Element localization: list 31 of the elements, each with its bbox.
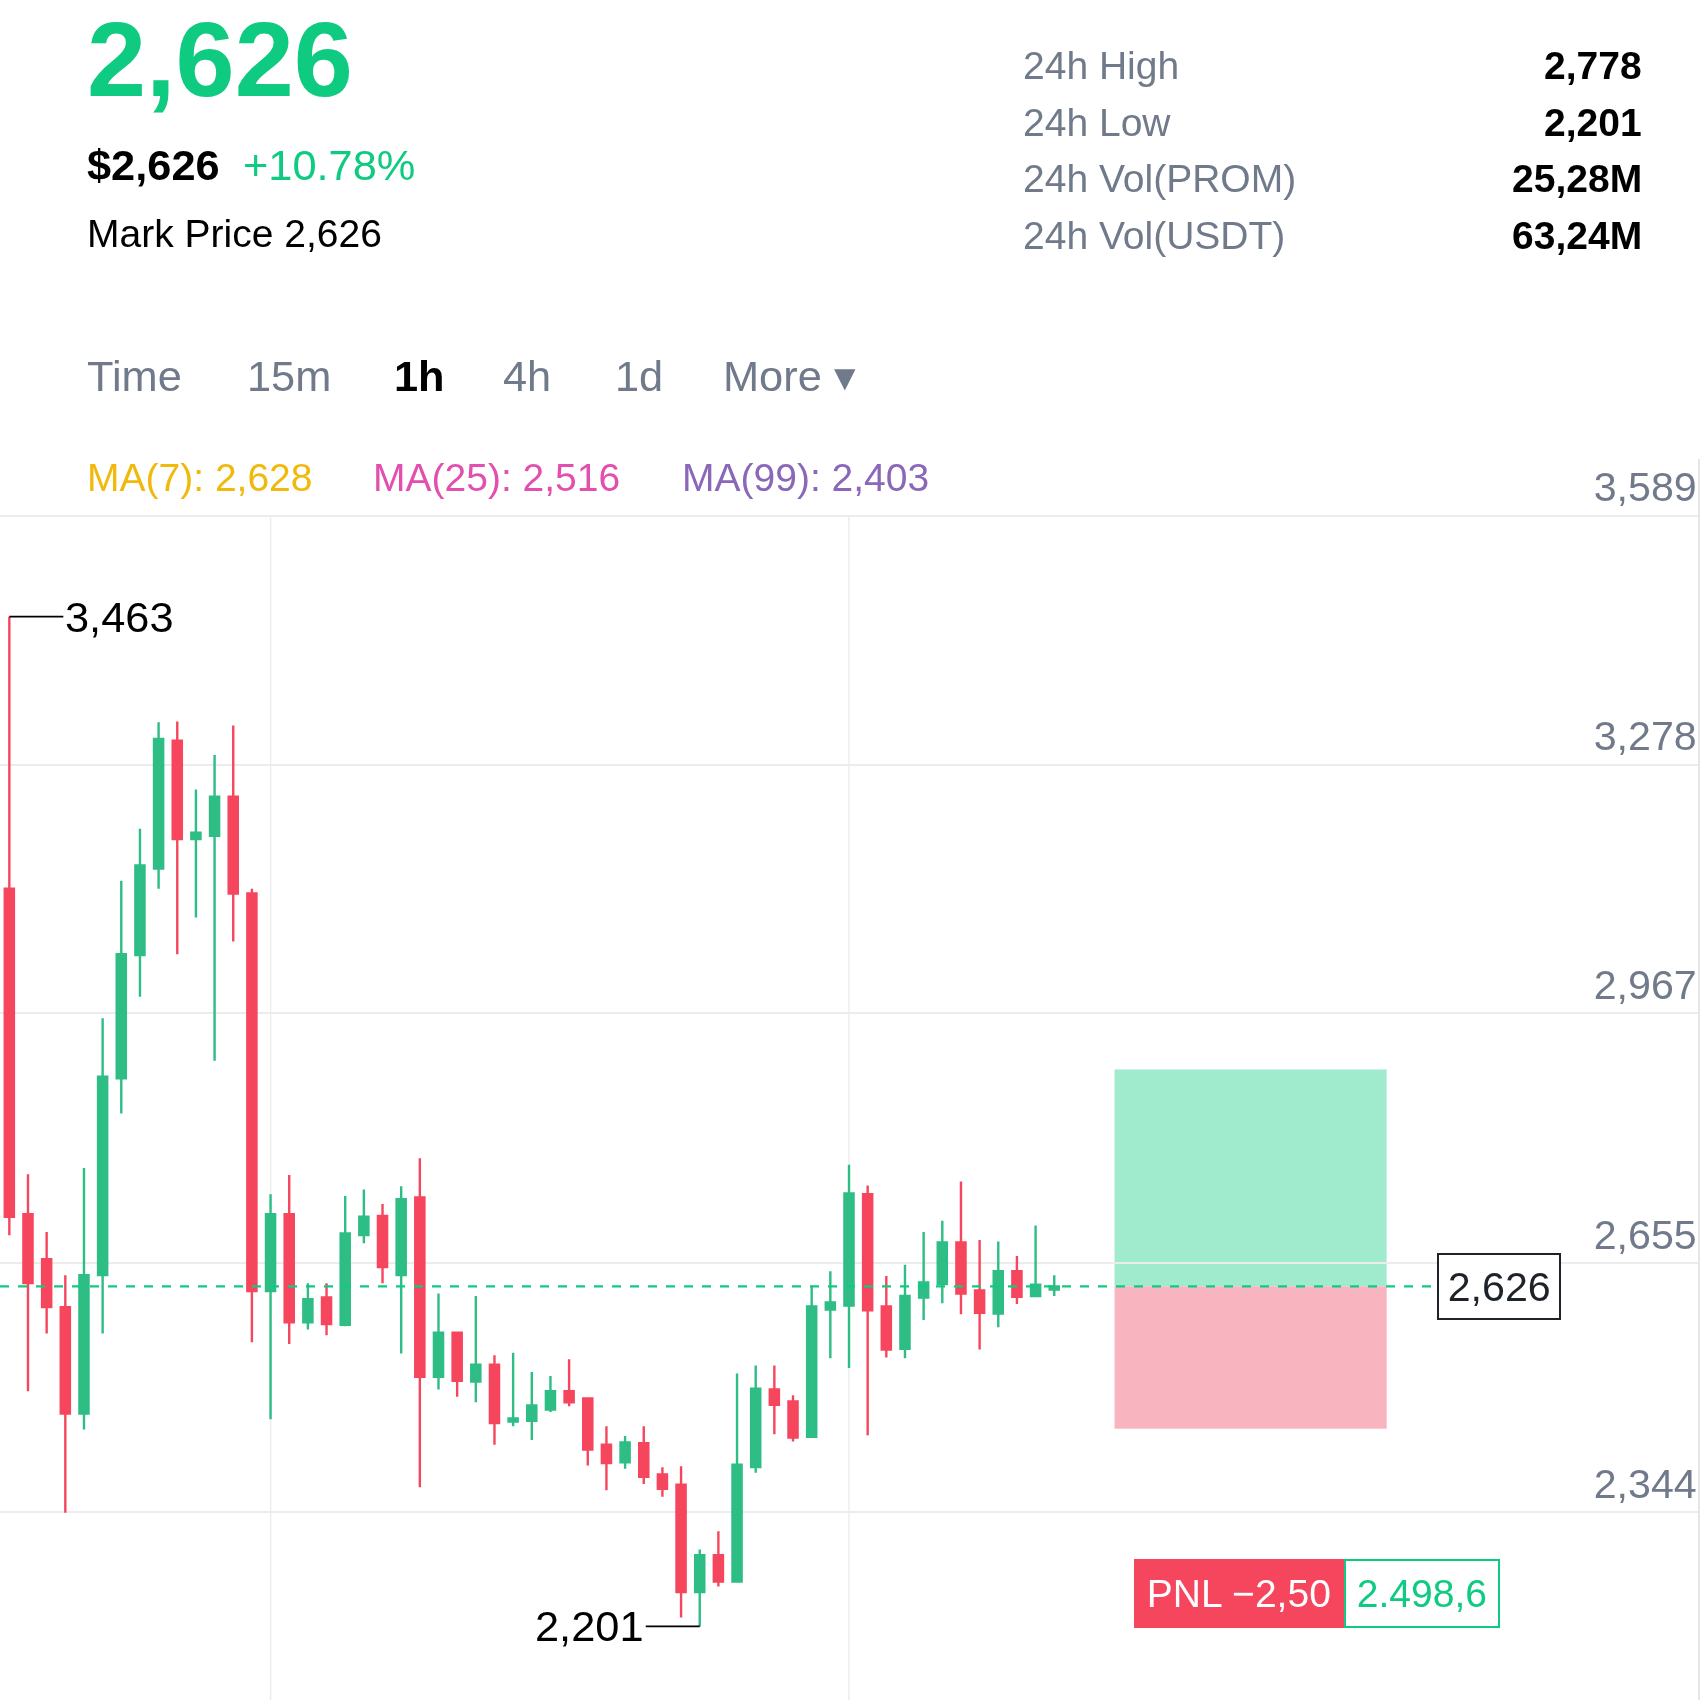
y-tick-label: 3,589	[1593, 464, 1697, 511]
y-tick-label: 2,344	[1593, 1460, 1697, 1507]
annotation: 2.498,6	[1356, 1571, 1488, 1615]
text: 63,24M	[1512, 214, 1643, 257]
text: 4h	[503, 352, 552, 400]
text: Mark Price 2,626	[87, 212, 382, 255]
text: 24h High	[1023, 44, 1180, 87]
ref-line-label: 2,626	[1447, 1263, 1551, 1310]
annotation: 3,463	[65, 593, 174, 641]
y-tick-label: 2,655	[1593, 1211, 1697, 1258]
y-tick-label: 3,278	[1593, 713, 1697, 760]
annotation: 2,201	[535, 1602, 644, 1650]
text: 2,778	[1544, 44, 1642, 87]
annotation: MA(25): 2,516	[373, 456, 621, 499]
annotation: PNL −2,50	[1146, 1571, 1331, 1615]
annotation: MA(99): 2,403	[682, 456, 930, 499]
text: 15m	[247, 352, 332, 400]
text: 25,28M	[1512, 157, 1643, 200]
y-tick-label: 2,967	[1593, 962, 1697, 1009]
text: 24h Vol(PROM)	[1023, 157, 1297, 200]
text: 1h	[394, 352, 445, 400]
text: $2,626	[87, 141, 220, 189]
text: 2,201	[1544, 101, 1642, 144]
text: 24h Vol(USDT)	[1023, 214, 1286, 257]
text: +10.78%	[243, 141, 416, 189]
annotation: MA(7): 2,628	[87, 456, 313, 499]
text: Time	[87, 352, 182, 400]
text: 1d	[615, 352, 664, 400]
text: More ▾	[723, 352, 856, 400]
text: 2,626	[87, 0, 353, 119]
text: 24h Low	[1023, 101, 1172, 144]
